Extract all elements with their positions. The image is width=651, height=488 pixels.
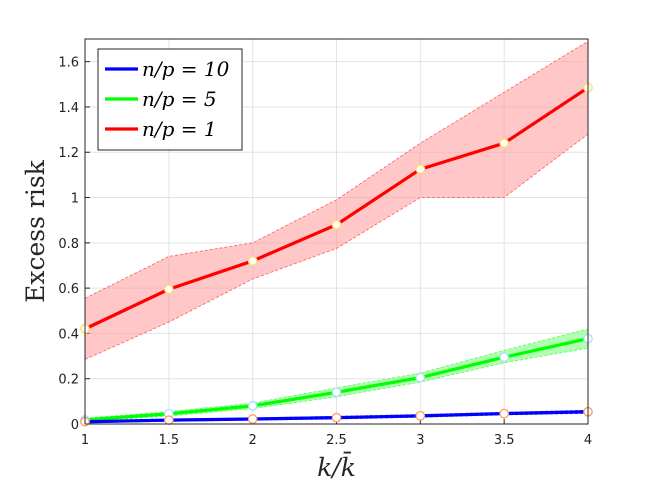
y-axis-label: Excess risk: [21, 159, 50, 303]
x-tick-label: 2: [249, 433, 257, 448]
plot-frame: [84, 38, 589, 425]
data-point: [331, 387, 342, 398]
y-tick-label: 0.4: [58, 327, 79, 342]
y-tick-label: 1.6: [58, 56, 79, 71]
legend-label: n/p = 5: [142, 87, 217, 111]
data-point: [247, 401, 258, 411]
data-point: [247, 256, 258, 266]
x-axis-label: k/k̄: [317, 453, 356, 482]
band-upper-edge: [84, 40, 589, 299]
x-tick-label: 1: [81, 433, 89, 448]
x-tick-label: 2.5: [326, 433, 347, 448]
confidence-band: [85, 41, 588, 360]
y-tick-label: 0: [71, 418, 79, 433]
data-point: [499, 138, 510, 149]
data-point: [331, 412, 342, 423]
y-tick-label: 0.8: [58, 237, 79, 252]
y-tick-label: 0.2: [58, 373, 79, 388]
x-tick-label: 3.5: [494, 433, 515, 448]
y-tick-labels: 0 0.2 0.4 0.6 0.8 1 1.2 1.4 1.6: [58, 56, 79, 433]
y-tick-label: 0.6: [58, 282, 79, 297]
legend-label: n/p = 10: [142, 57, 230, 81]
band-upper-edge: [84, 328, 589, 419]
data-point: [163, 415, 174, 425]
x-tick-label: 4: [584, 433, 592, 448]
band-lower-edge: [84, 133, 589, 360]
legend-label: n/p = 1: [142, 117, 217, 141]
y-tick-label: 1.4: [58, 101, 79, 116]
data-point: [163, 284, 174, 295]
data-point: [247, 414, 258, 424]
legend: n/p = 10 n/p = 5 n/p = 1: [97, 48, 243, 151]
x-tick-label: 3: [416, 433, 424, 448]
data-point: [415, 410, 426, 421]
x-tick-labels: 1 1.5 2 2.5 3 3.5 4: [81, 433, 592, 448]
y-tick-label: 1: [71, 192, 79, 207]
data-point: [415, 372, 426, 383]
data-point: [331, 219, 342, 230]
data-point: [499, 408, 510, 419]
data-point: [415, 164, 426, 175]
data-point: [499, 352, 510, 363]
y-tick-label: 1.2: [58, 146, 79, 161]
x-tick-label: 1.5: [158, 433, 179, 448]
